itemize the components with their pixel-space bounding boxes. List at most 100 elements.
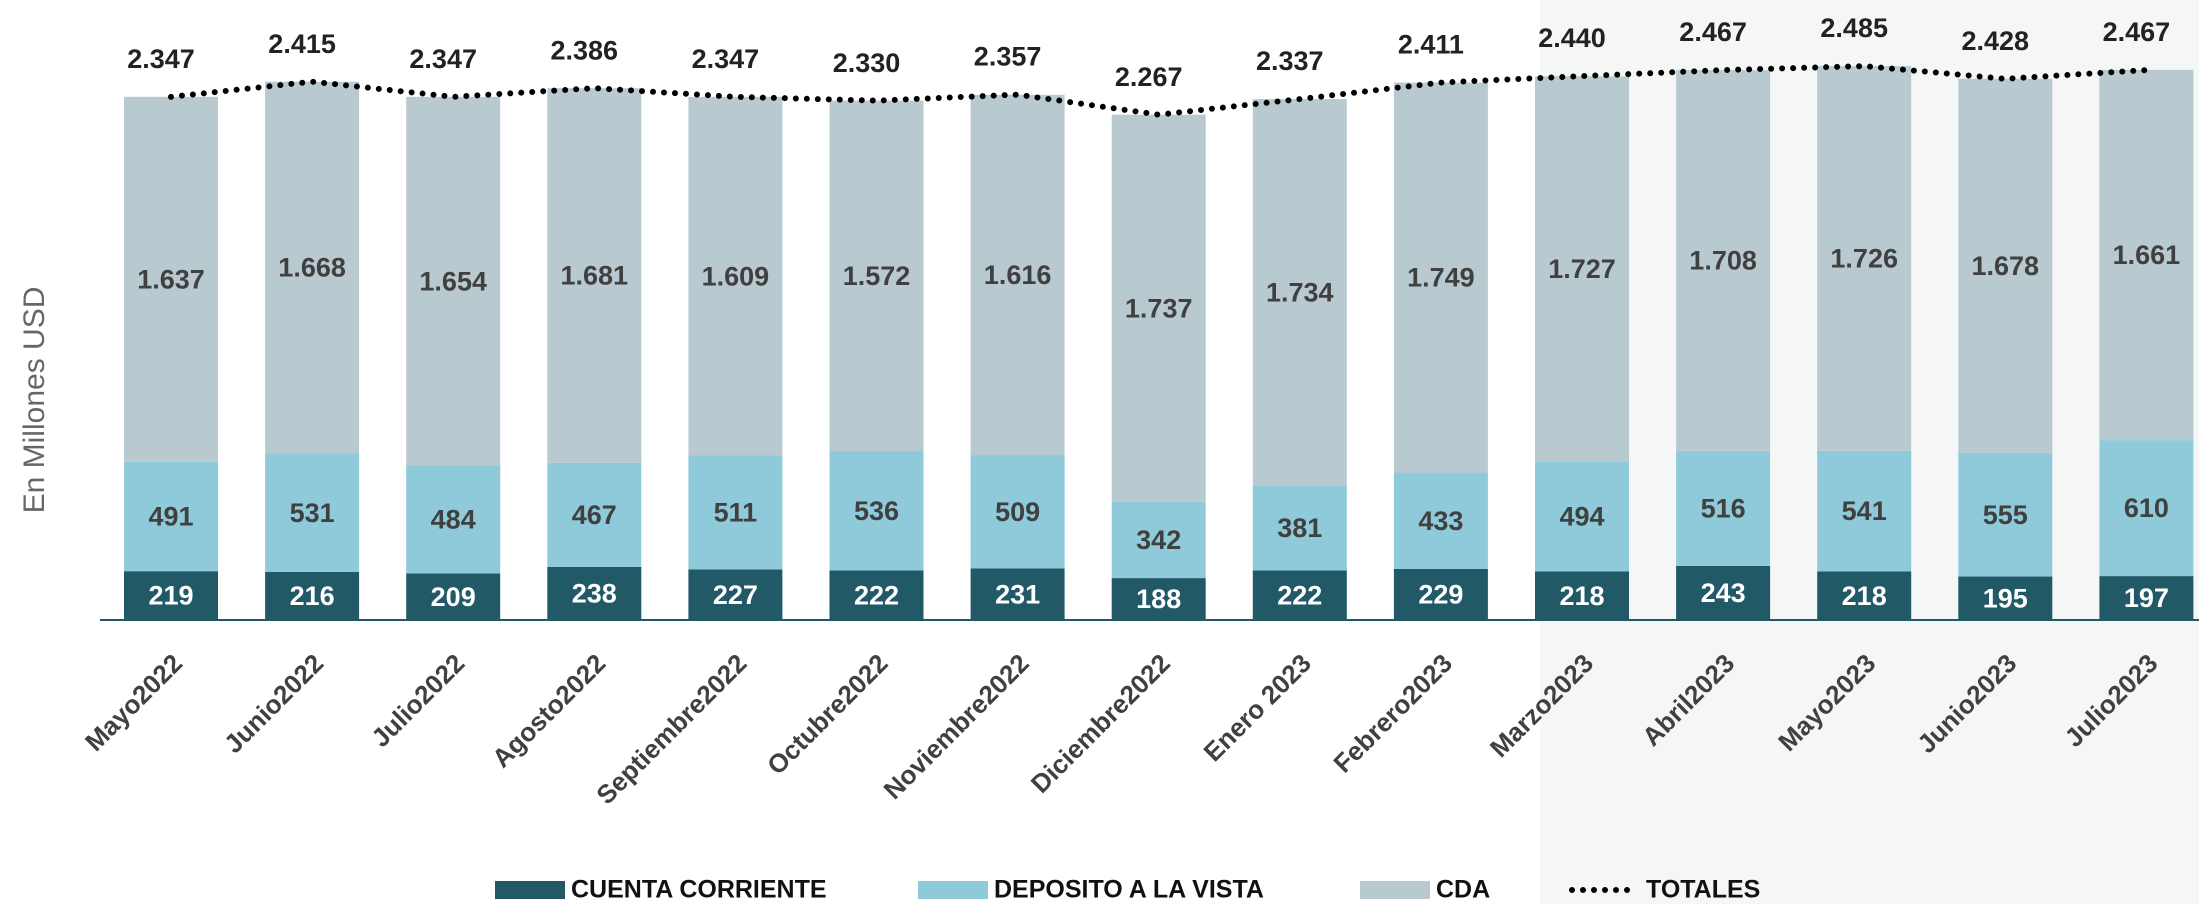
legend-swatch — [495, 881, 565, 899]
bar-segment — [124, 461, 218, 572]
total-label: 2.485 — [1820, 13, 1888, 43]
total-label: 2.347 — [692, 44, 760, 74]
data-label: 433 — [1418, 506, 1463, 536]
bar-segment — [1252, 99, 1347, 486]
data-label: 531 — [290, 498, 335, 528]
data-label: 1.737 — [1125, 293, 1193, 323]
bar-segment — [406, 465, 501, 574]
bar-segment — [829, 100, 924, 452]
total-label: 2.347 — [127, 44, 195, 74]
data-label: 195 — [1983, 583, 2028, 613]
data-label: 1.654 — [419, 266, 487, 296]
bar-segment — [547, 462, 642, 567]
x-tick-label: Julio2022 — [365, 648, 470, 753]
bar-segment — [1958, 78, 2053, 453]
x-tick-label: Octubre2022 — [761, 648, 894, 781]
data-label: 238 — [572, 579, 617, 609]
data-label: 1.637 — [137, 264, 205, 294]
data-label: 511 — [714, 498, 758, 528]
bar-segment — [970, 568, 1065, 620]
bar-segment — [265, 453, 360, 572]
legend-label: CDA — [1436, 876, 1490, 904]
bar-segment — [1817, 66, 1912, 451]
data-label: 1.678 — [1972, 251, 2040, 281]
data-label: 243 — [1701, 578, 1746, 608]
x-tick-label: Diciembre2022 — [1025, 648, 1176, 799]
data-label: 227 — [713, 580, 758, 610]
data-label: 494 — [1559, 501, 1604, 531]
bar-segment — [1111, 501, 1206, 579]
bar-segment — [124, 96, 218, 462]
bar-segment — [1817, 450, 1912, 572]
x-tick-label: Noviembre2022 — [878, 648, 1035, 805]
data-label: 1.668 — [278, 253, 346, 283]
data-label: 216 — [290, 581, 335, 611]
data-label: 1.681 — [561, 261, 629, 291]
data-label: 381 — [1277, 513, 1322, 543]
data-label: 1.708 — [1689, 246, 1757, 276]
data-label: 516 — [1701, 493, 1746, 523]
data-label: 1.609 — [702, 261, 770, 291]
data-label: 484 — [431, 505, 476, 535]
total-label: 2.428 — [1962, 26, 2030, 56]
x-tick-label: Enero 2023 — [1198, 648, 1317, 767]
data-label: 229 — [1418, 580, 1463, 610]
data-label: 491 — [148, 502, 193, 532]
data-label: 1.727 — [1548, 254, 1616, 284]
bar-segment — [1111, 578, 1206, 620]
bar-segment — [1676, 565, 1771, 620]
data-label: 342 — [1136, 525, 1181, 555]
total-label: 2.357 — [974, 42, 1042, 72]
legend-label: DEPOSITO A LA VISTA — [994, 876, 1264, 904]
bar-segment — [2099, 440, 2194, 577]
bar-segment — [1252, 570, 1347, 620]
total-label: 2.330 — [833, 48, 901, 78]
data-label: 610 — [2124, 493, 2169, 523]
bar-segment — [2099, 69, 2194, 441]
totals-line — [168, 63, 2150, 118]
total-label: 2.467 — [1679, 17, 1747, 47]
bar-segment — [829, 451, 924, 571]
bar-segment — [1958, 452, 2053, 577]
data-label: 188 — [1136, 584, 1181, 614]
data-label: 509 — [995, 497, 1040, 527]
bar-segment — [970, 94, 1065, 456]
total-label: 2.440 — [1538, 23, 1606, 53]
data-label: 1.749 — [1407, 263, 1475, 293]
x-tick-label: Febrero2023 — [1327, 648, 1458, 779]
bar-segment — [829, 570, 924, 620]
legend-swatch — [918, 881, 988, 899]
x-tick-label: Agosto2022 — [486, 648, 611, 773]
bar-segment — [970, 455, 1065, 569]
legend-label: CUENTA CORRIENTE — [571, 876, 827, 904]
bar-segment — [1535, 76, 1629, 462]
bar-segment — [1111, 114, 1206, 502]
bar-segment — [688, 96, 783, 456]
total-label: 2.347 — [409, 44, 477, 74]
bar-segment — [265, 571, 360, 620]
data-label: 555 — [1983, 500, 2028, 530]
bar-segment — [688, 569, 783, 620]
data-label: 1.726 — [1830, 244, 1898, 274]
bar-segment — [547, 88, 642, 463]
data-label: 541 — [1842, 496, 1887, 526]
total-label: 2.337 — [1256, 46, 1324, 76]
total-label: 2.467 — [2103, 17, 2171, 47]
bar-segment — [547, 566, 642, 620]
data-label: 1.616 — [984, 260, 1052, 290]
bar-segment — [1535, 571, 1629, 620]
data-label: 467 — [572, 500, 617, 530]
x-tick-label: Junio2022 — [218, 648, 329, 759]
legend-label: TOTALES — [1646, 876, 1760, 904]
data-label: 209 — [431, 582, 476, 612]
data-label: 1.661 — [2113, 240, 2181, 270]
total-label: 2.415 — [268, 29, 336, 59]
bar-segment — [688, 455, 783, 570]
bar-segment — [2099, 576, 2194, 620]
data-label: 219 — [148, 581, 193, 611]
bar-segment — [1676, 450, 1771, 566]
bar-segment — [1393, 472, 1488, 569]
bar-segment — [1535, 461, 1629, 572]
bar-segment — [406, 573, 501, 620]
